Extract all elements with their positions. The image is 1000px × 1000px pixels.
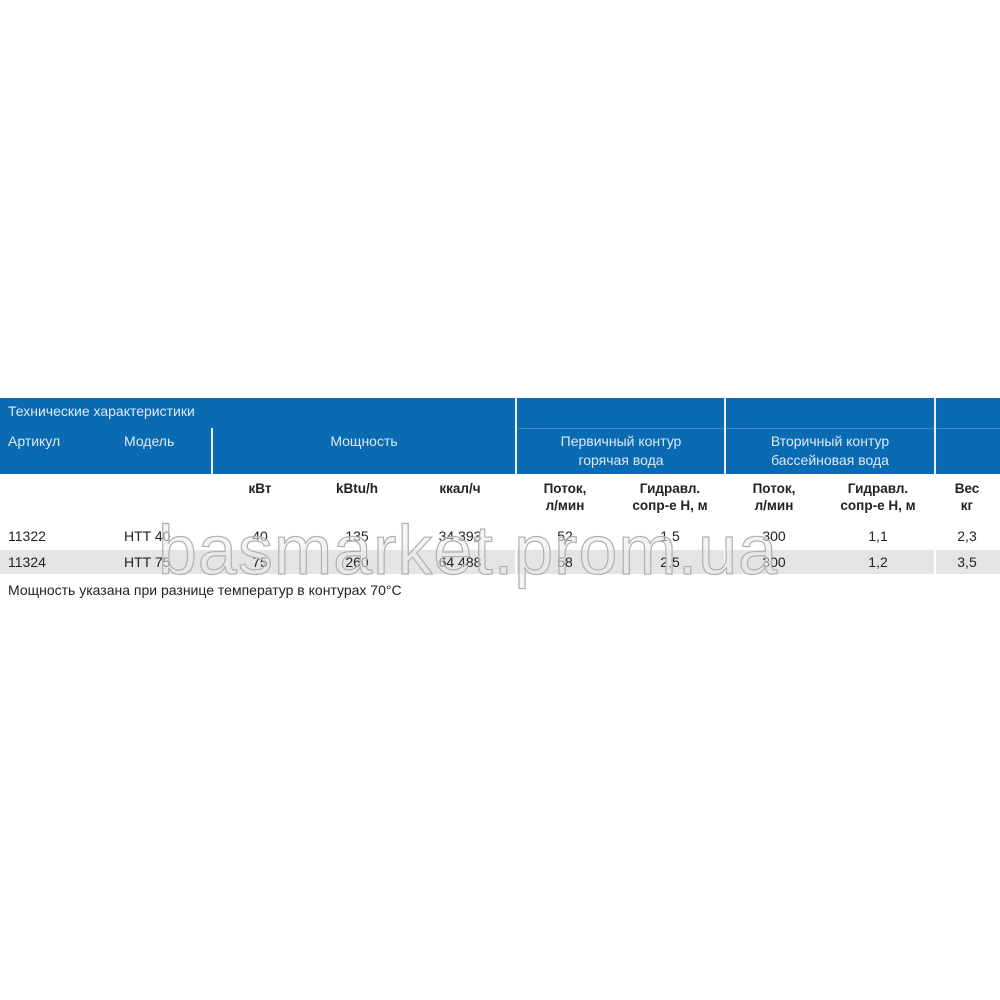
cell-weight: 3,5: [957, 554, 977, 570]
cell-kcal: 34 393: [438, 528, 482, 544]
subheader-line: л/мин: [545, 498, 585, 513]
subheader-line: Поток,: [543, 481, 587, 496]
subheader-kw: кВт: [248, 481, 272, 496]
subheader-line: Поток,: [752, 481, 796, 496]
subheader-hyd1: Гидравл. сопр-е Н, м: [632, 480, 707, 514]
subheader-kbtu: kBtu/h: [336, 481, 378, 496]
cell-flow2: 300: [762, 554, 786, 570]
cell-kw: 40: [252, 528, 268, 544]
cell-kw: 75: [252, 554, 268, 570]
table-header: Технические характеристики Артикул Модел…: [0, 398, 1000, 474]
header-divider: [515, 398, 517, 474]
subheader-hyd2: Гидравл. сопр-е Н, м: [840, 480, 915, 514]
cell-kbtu: 135: [345, 528, 369, 544]
cell-kbtu: 260: [345, 554, 369, 570]
watermark: basmarket.prom.ua: [157, 510, 779, 589]
subheader-line: Гидравл.: [847, 481, 909, 496]
header-model: Модель: [124, 433, 175, 449]
table-title: Технические характеристики: [8, 403, 195, 419]
table-note: Мощность указана при разнице температур …: [8, 582, 402, 598]
table-row: 11324 HTT 75 75 260 64 488 58 2,5 300 1,…: [0, 550, 1000, 574]
subheader-weight: Вес кг: [955, 480, 980, 514]
subheader-line: кг: [960, 498, 974, 513]
column-gap: [934, 550, 936, 574]
header-power: Мощность: [330, 433, 398, 449]
subheader-line: сопр-е Н, м: [632, 498, 708, 513]
header-article: Артикул: [8, 433, 61, 449]
header-divider: [724, 398, 726, 474]
cell-article: 11322: [8, 528, 46, 544]
header-primary-1: Первичный контур: [560, 433, 682, 449]
header-secondary-2: бассейновая вода: [771, 452, 889, 468]
cell-hyd2: 1,2: [868, 554, 888, 570]
subheader-line: л/мин: [754, 498, 794, 513]
column-gap: [515, 550, 517, 574]
cell-article: 11324: [8, 554, 46, 570]
header-divider: [211, 428, 213, 474]
cell-flow1: 52: [557, 528, 573, 544]
cell-flow1: 58: [557, 554, 573, 570]
cell-weight: 2,3: [957, 528, 977, 544]
subheader-line: Вес: [954, 481, 980, 496]
header-secondary-1: Вторичный контур: [770, 433, 890, 449]
subheader-line: сопр-е Н, м: [840, 498, 916, 513]
table-row: 11322 HTT 40 40 135 34 393 52 1,5 300 1,…: [0, 524, 1000, 548]
cell-flow2: 300: [762, 528, 786, 544]
header-primary-2: горячая вода: [578, 452, 664, 468]
cell-kcal: 64 488: [438, 554, 482, 570]
subheader-flow1: Поток, л/мин: [544, 480, 587, 514]
cell-hyd1: 1,5: [660, 528, 680, 544]
subheader-kcal: ккал/ч: [439, 481, 481, 496]
subheader-line: Гидравл.: [639, 481, 701, 496]
header-divider: [518, 428, 1000, 429]
header-divider: [934, 398, 936, 474]
column-gap: [724, 550, 726, 574]
subheader-flow2: Поток, л/мин: [753, 480, 796, 514]
cell-model: HTT 75: [124, 554, 171, 570]
cell-hyd1: 2,5: [660, 554, 680, 570]
cell-model: HTT 40: [124, 528, 171, 544]
cell-hyd2: 1,1: [868, 528, 888, 544]
